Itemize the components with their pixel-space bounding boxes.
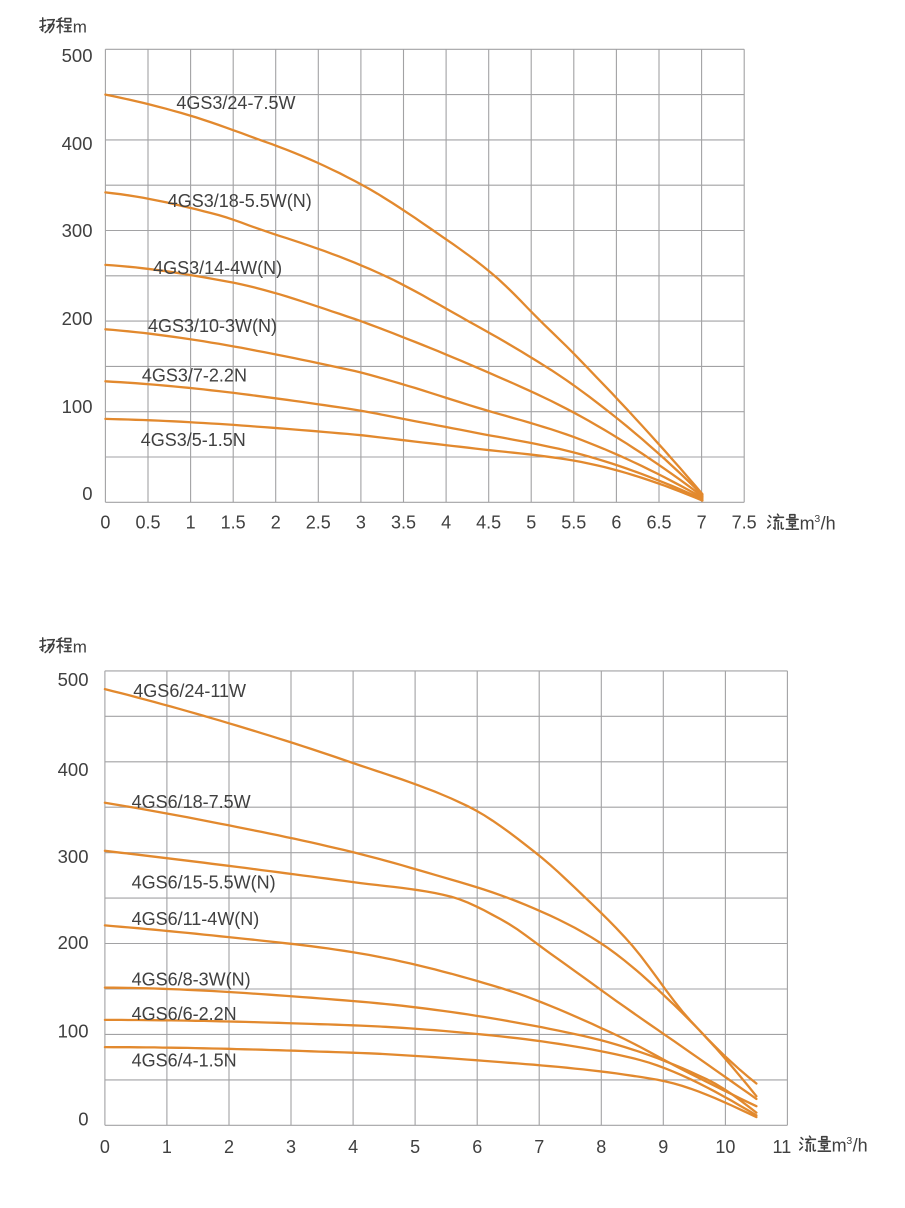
svg-text:4.5: 4.5 [476,513,501,533]
svg-text:300: 300 [62,220,93,241]
svg-text:400: 400 [62,133,93,154]
svg-text:500: 500 [62,45,93,66]
svg-text:5: 5 [410,1137,420,1157]
svg-text:4GS6/4-1.5N: 4GS6/4-1.5N [132,1051,237,1071]
svg-text:8: 8 [596,1137,606,1157]
svg-text:0: 0 [100,513,110,533]
svg-text:4GS6/11-4W(N): 4GS6/11-4W(N) [132,909,260,929]
svg-text:6: 6 [472,1137,482,1157]
svg-text:7.5: 7.5 [732,513,757,533]
svg-text:m: m [832,1136,847,1156]
svg-text:2: 2 [271,513,281,533]
svg-text:0: 0 [78,1109,88,1130]
svg-text:500: 500 [58,669,89,690]
svg-text:0: 0 [82,483,92,504]
svg-text:1: 1 [162,1137,172,1157]
svg-text:1.5: 1.5 [221,513,246,533]
svg-text:6: 6 [611,513,621,533]
svg-text:100: 100 [62,396,93,417]
svg-text:200: 200 [62,308,93,329]
svg-text:1: 1 [186,513,196,533]
svg-text:4GS6/8-3W(N): 4GS6/8-3W(N) [132,969,251,989]
svg-text:400: 400 [58,759,89,780]
svg-text:4GS3/7-2.2N: 4GS3/7-2.2N [142,366,247,386]
svg-text:2.5: 2.5 [306,513,331,533]
svg-text:11: 11 [773,1137,792,1157]
svg-text:4GS3/5-1.5N: 4GS3/5-1.5N [141,430,246,450]
svg-text:5.5: 5.5 [561,513,586,533]
svg-text:4GS6/18-7.5W: 4GS6/18-7.5W [132,792,251,812]
svg-text:100: 100 [58,1020,89,1041]
svg-text:4GS3/10-3W(N): 4GS3/10-3W(N) [148,316,277,336]
svg-text:200: 200 [58,932,89,953]
svg-text:10: 10 [715,1137,735,1157]
svg-text:4: 4 [441,513,451,533]
svg-text:6.5: 6.5 [646,513,671,533]
svg-text:4GS6/6-2.2N: 4GS6/6-2.2N [132,1004,237,1024]
svg-text:3: 3 [356,513,366,533]
svg-text:0: 0 [100,1137,110,1157]
svg-text:9: 9 [658,1137,668,1157]
svg-text:0.5: 0.5 [135,513,160,533]
svg-text:4GS6/24-11W: 4GS6/24-11W [133,681,246,701]
svg-text:3: 3 [814,513,820,525]
svg-text:4GS3/18-5.5W(N): 4GS3/18-5.5W(N) [168,191,312,211]
svg-text:4GS3/24-7.5W: 4GS3/24-7.5W [176,93,295,113]
svg-text:4: 4 [348,1137,358,1157]
svg-text:4GS6/15-5.5W(N): 4GS6/15-5.5W(N) [132,873,276,893]
svg-text:/h: /h [821,514,836,534]
svg-text:3: 3 [286,1137,296,1157]
svg-text:7: 7 [534,1137,544,1157]
svg-text:2: 2 [224,1137,234,1157]
svg-text:3.5: 3.5 [391,513,416,533]
svg-text:4GS3/14-4W(N): 4GS3/14-4W(N) [153,258,282,278]
svg-text:/h: /h [853,1136,868,1156]
svg-text:3: 3 [846,1135,852,1147]
svg-text:7: 7 [697,513,707,533]
svg-text:5: 5 [526,513,536,533]
svg-text:m: m [73,638,87,657]
svg-text:m: m [800,514,815,534]
svg-text:300: 300 [58,846,89,867]
svg-text:m: m [73,18,87,37]
